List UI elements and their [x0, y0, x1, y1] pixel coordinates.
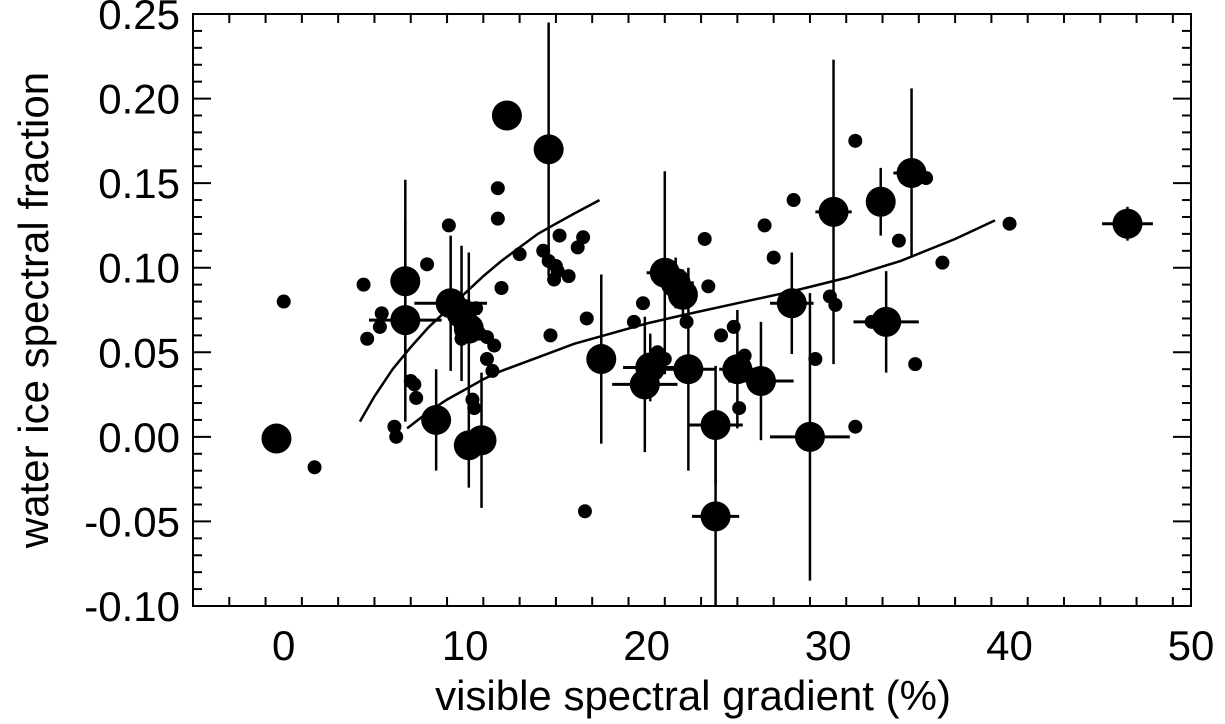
large-data-point: [776, 288, 807, 319]
small-data-point: [441, 218, 456, 233]
small-data-point: [1002, 216, 1017, 231]
small-data-point: [577, 504, 592, 519]
fit-curves: [358, 198, 996, 430]
plot-frame: [192, 13, 1192, 607]
small-data-point: [828, 297, 843, 312]
small-data-point: [420, 257, 435, 272]
small-data-point: [757, 218, 772, 233]
small-data-point: [479, 352, 494, 367]
large-data-point: [421, 404, 452, 435]
x-tick-label: 20: [623, 622, 670, 669]
large-data-point: [1112, 208, 1143, 239]
small-data-point: [276, 294, 291, 309]
large-data-point: [390, 266, 421, 297]
small-data-point: [848, 419, 863, 434]
small-data-point: [935, 255, 950, 270]
data-points: [261, 100, 1143, 532]
small-data-point: [356, 277, 371, 292]
y-tick-label: 0.10: [98, 245, 180, 292]
small-data-point: [848, 133, 863, 148]
small-data-point: [374, 306, 389, 321]
small-data-point: [490, 181, 505, 196]
small-data-point: [786, 193, 801, 208]
small-data-point: [512, 247, 527, 262]
small-data-point: [485, 363, 500, 378]
small-data-point: [766, 250, 781, 265]
y-tick-label: 0.00: [98, 414, 180, 461]
small-data-point: [372, 319, 387, 334]
x-tick-label: 30: [805, 622, 852, 669]
small-data-point: [737, 348, 752, 363]
small-data-point: [576, 230, 591, 245]
small-data-point: [714, 328, 729, 343]
small-data-point: [494, 281, 509, 296]
large-data-point: [818, 196, 849, 227]
large-data-point: [533, 134, 564, 165]
large-data-point: [667, 279, 698, 310]
y-tick-label: 0.25: [98, 0, 180, 38]
small-data-point: [697, 231, 712, 246]
large-data-point: [896, 157, 927, 188]
small-data-point: [864, 314, 879, 329]
large-data-point: [745, 366, 776, 397]
small-data-point: [726, 319, 741, 334]
x-tick-label: 0: [272, 622, 295, 669]
small-data-point: [543, 328, 558, 343]
small-data-point: [487, 338, 502, 353]
small-data-point: [407, 377, 422, 392]
small-data-point: [389, 429, 404, 444]
small-data-point: [454, 331, 469, 346]
large-data-point: [673, 354, 704, 385]
y-axis-title: water ice spectral fraction: [10, 72, 57, 549]
small-data-point: [490, 211, 505, 226]
small-data-point: [636, 296, 651, 311]
x-tick-label: 40: [986, 622, 1033, 669]
large-data-point: [865, 186, 896, 217]
small-data-point: [550, 264, 565, 279]
small-data-point: [467, 401, 482, 416]
small-data-point: [891, 233, 906, 248]
x-tick-label: 50: [1168, 622, 1215, 669]
small-data-point: [657, 352, 672, 367]
large-data-point: [794, 421, 825, 452]
small-data-point: [626, 314, 641, 329]
axes: [192, 13, 1192, 607]
large-data-point: [261, 423, 292, 454]
tick-labels: 0 10 20 30 40 50 -0.10 -0.05 0.00 0.05 0.10 0.15 0.2…: [84, 0, 1214, 669]
large-data-point: [700, 501, 731, 532]
small-data-point: [908, 357, 923, 372]
x-tick-label: 10: [442, 622, 489, 669]
large-data-point: [466, 425, 497, 456]
y-tick-label: -0.05: [84, 498, 180, 545]
large-data-point: [635, 352, 666, 383]
small-data-point: [360, 331, 375, 346]
fit-curve: [406, 219, 996, 430]
fit-curve: [358, 198, 601, 423]
small-data-point: [469, 301, 484, 316]
small-data-point: [679, 314, 694, 329]
large-data-point: [390, 305, 421, 336]
large-data-point: [586, 344, 617, 375]
small-data-point: [701, 279, 716, 294]
small-data-point: [552, 228, 567, 243]
small-data-point: [307, 460, 322, 475]
small-data-point: [732, 401, 747, 416]
large-data-point: [491, 100, 522, 131]
large-data-point: [700, 410, 731, 441]
y-tick-label: 0.05: [98, 329, 180, 376]
small-data-point: [561, 269, 576, 284]
small-data-point: [808, 352, 823, 367]
small-data-point: [409, 390, 424, 405]
small-data-point: [579, 311, 594, 326]
x-axis-title: visible spectral gradient (%): [435, 672, 951, 719]
large-data-point: [871, 306, 902, 337]
y-tick-label: 0.20: [98, 76, 180, 123]
y-tick-label: 0.15: [98, 160, 180, 207]
small-data-point: [919, 171, 934, 186]
y-tick-label: -0.10: [84, 583, 180, 630]
